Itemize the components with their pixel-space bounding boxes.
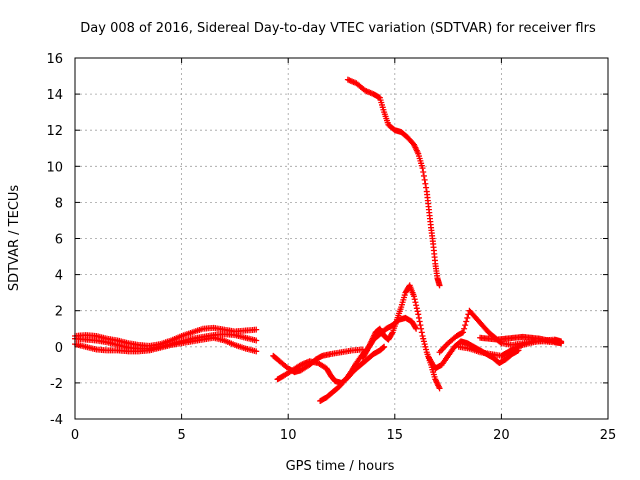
- data-point: [416, 318, 423, 325]
- data-point: [253, 326, 260, 333]
- chart-title: Day 008 of 2016, Sidereal Day-to-day VTE…: [80, 21, 596, 36]
- y-axis-label: SDTVAR / TECUs: [7, 185, 22, 292]
- axis-ticks: 0 5 10 15 20 25 -4 -2 0 2 4 6 8 10 12 14 16: [46, 52, 616, 443]
- data-point: [462, 322, 469, 329]
- data-point: [423, 346, 430, 353]
- y-tick-label: 8: [55, 196, 63, 211]
- y-tick-label: 14: [46, 88, 63, 103]
- data-point: [253, 337, 260, 344]
- data-point: [418, 329, 425, 336]
- data-point: [410, 293, 417, 300]
- data-series: [72, 334, 260, 355]
- data-point: [412, 299, 419, 306]
- data-point: [422, 343, 429, 350]
- data-point: [422, 180, 429, 187]
- y-tick-label: 6: [55, 233, 63, 248]
- data-point: [413, 302, 420, 309]
- data-series: [270, 346, 366, 376]
- data-point: [463, 318, 470, 325]
- data-point: [411, 296, 418, 303]
- data-point: [460, 329, 467, 336]
- data-point: [420, 335, 427, 342]
- data-series: [425, 338, 522, 372]
- data-point: [253, 348, 260, 355]
- data-point: [419, 332, 426, 339]
- data-point: [461, 325, 468, 332]
- y-tick-label: 10: [46, 160, 63, 175]
- x-tick-label: 15: [387, 428, 404, 443]
- x-tick-label: 10: [280, 428, 297, 443]
- data-points: [72, 76, 565, 404]
- data-point: [420, 169, 427, 176]
- y-tick-label: -2: [50, 377, 63, 392]
- data-point: [419, 165, 426, 172]
- data-series: [72, 324, 260, 349]
- data-point: [415, 314, 422, 321]
- x-axis-label: GPS time / hours: [286, 459, 395, 474]
- x-tick-label: 25: [600, 428, 617, 443]
- data-point: [414, 308, 421, 315]
- data-point: [436, 385, 443, 392]
- data-point: [418, 325, 425, 332]
- data-point: [388, 330, 395, 337]
- plot-frame: [74, 57, 609, 420]
- data-series: [274, 343, 388, 386]
- data-point: [464, 314, 471, 321]
- data-point: [436, 282, 443, 289]
- x-tick-label: 20: [493, 428, 510, 443]
- data-point: [413, 305, 420, 312]
- grid-lines: [75, 58, 608, 419]
- data-point: [423, 184, 430, 191]
- y-tick-label: 12: [46, 124, 63, 139]
- data-point: [415, 311, 422, 318]
- data-point: [421, 341, 428, 348]
- data-point: [381, 343, 388, 350]
- x-tick-label: 5: [177, 428, 185, 443]
- y-tick-label: 2: [55, 305, 63, 320]
- x-tick-label: 0: [71, 428, 79, 443]
- data-point: [420, 338, 427, 345]
- y-tick-label: 16: [46, 52, 63, 67]
- data-point: [420, 172, 427, 179]
- data-point: [417, 322, 424, 329]
- y-tick-label: 0: [55, 341, 63, 356]
- data-point: [421, 176, 428, 183]
- data-point: [558, 339, 565, 346]
- y-tick-label: -4: [50, 413, 63, 428]
- data-series: [477, 333, 565, 346]
- y-tick-label: 4: [55, 269, 63, 284]
- data-series: [359, 282, 443, 392]
- data-point: [412, 324, 419, 331]
- data-series: [344, 76, 443, 289]
